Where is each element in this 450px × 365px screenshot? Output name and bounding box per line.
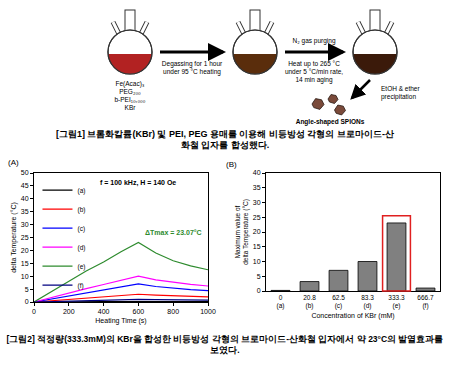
svg-text:50: 50 <box>21 169 29 176</box>
svg-text:KBr: KBr <box>125 104 137 111</box>
svg-text:83.3(d): 83.3(d) <box>361 294 374 310</box>
svg-text:under 95 °C heating: under 95 °C heating <box>163 68 221 76</box>
svg-text:delta Temperature (°C): delta Temperature (°C) <box>10 202 18 273</box>
svg-text:30: 30 <box>253 199 261 206</box>
svg-text:35: 35 <box>253 184 261 191</box>
svg-text:(c): (c) <box>77 225 85 233</box>
svg-text:5: 5 <box>257 273 261 280</box>
svg-text:(f): (f) <box>77 282 83 290</box>
svg-text:25: 25 <box>253 214 261 221</box>
svg-text:15: 15 <box>21 260 29 267</box>
svg-text:Maximum value ofdelta Temperat: Maximum value ofdelta Temperature (°C) <box>234 199 250 265</box>
svg-text:Heating Time (s): Heating Time (s) <box>95 317 146 325</box>
svg-text:(e): (e) <box>77 263 85 271</box>
svg-text:Degassing for 1 hour: Degassing for 1 hour <box>162 60 223 68</box>
svg-text:1000: 1000 <box>200 308 216 315</box>
svg-text:(d): (d) <box>77 244 85 252</box>
svg-text:62.5(c): 62.5(c) <box>332 294 345 310</box>
svg-text:f = 100 kHz, H = 140 Oe: f = 100 kHz, H = 140 Oe <box>100 179 176 187</box>
svg-text:666.7(f): 666.7(f) <box>417 294 434 310</box>
svg-text:40: 40 <box>21 195 29 202</box>
svg-text:precipitation: precipitation <box>381 93 416 101</box>
svg-text:0: 0 <box>32 308 36 315</box>
svg-text:14 min aging: 14 min aging <box>295 76 333 84</box>
svg-text:15: 15 <box>253 243 261 250</box>
svg-text:10: 10 <box>21 273 29 280</box>
svg-text:(b): (b) <box>77 206 85 214</box>
svg-text:20: 20 <box>21 247 29 254</box>
svg-text:35: 35 <box>21 208 29 215</box>
svg-text:Heat up to 265 °C: Heat up to 265 °C <box>288 60 340 68</box>
svg-text:0: 0 <box>257 287 261 294</box>
svg-text:5: 5 <box>25 286 29 293</box>
svg-text:(A): (A) <box>8 158 19 167</box>
svg-text:(B): (B) <box>226 160 237 169</box>
svg-text:N₂ gas purging: N₂ gas purging <box>293 37 336 45</box>
svg-text:b-PEI₁₀,₀₀₀: b-PEI₁₀,₀₀₀ <box>114 96 145 103</box>
svg-text:ΔTmax = 23.07°C: ΔTmax = 23.07°C <box>145 229 202 236</box>
svg-text:under 5 °C/min rate,: under 5 °C/min rate, <box>285 68 343 75</box>
svg-text:20.8(b): 20.8(b) <box>303 294 316 310</box>
svg-text:333.3(e): 333.3(e) <box>388 294 405 310</box>
svg-text:Fe(Acac)₃: Fe(Acac)₃ <box>115 80 144 88</box>
svg-text:PEG₂₀₀: PEG₂₀₀ <box>119 88 141 95</box>
svg-text:(a): (a) <box>77 187 85 195</box>
svg-text:45: 45 <box>21 182 29 189</box>
svg-text:800: 800 <box>167 308 179 315</box>
svg-text:0: 0 <box>25 298 29 305</box>
svg-text:25: 25 <box>21 234 29 241</box>
svg-text:0(a): 0(a) <box>277 294 285 310</box>
svg-text:20: 20 <box>253 228 261 235</box>
html-text:[그림2] 적정량(333.3mM)의 KBr을 합성한 비: [그림2] 적정량(333.3mM)의 KBr을 합성한 비등방성 각형의 브로… <box>6 334 444 355</box>
svg-text:10: 10 <box>253 258 261 265</box>
svg-text:200: 200 <box>63 308 75 315</box>
html-text:[그림1] 브롬화칼륨(KBr) 및 PEI, PEG 용매: [그림1] 브롬화칼륨(KBr) 및 PEI, PEG 용매를 이용해 비등방성… <box>56 129 394 151</box>
svg-text:EtOH & ether: EtOH & ether <box>381 85 420 92</box>
svg-text:40: 40 <box>253 169 261 176</box>
svg-text:400: 400 <box>98 308 110 315</box>
svg-text:30: 30 <box>21 221 29 228</box>
svg-text:600: 600 <box>133 308 145 315</box>
svg-text:Angle-shaped SPIONs: Angle-shaped SPIONs <box>296 118 365 126</box>
svg-text:Concentration of KBr (mM): Concentration of KBr (mM) <box>311 312 394 320</box>
